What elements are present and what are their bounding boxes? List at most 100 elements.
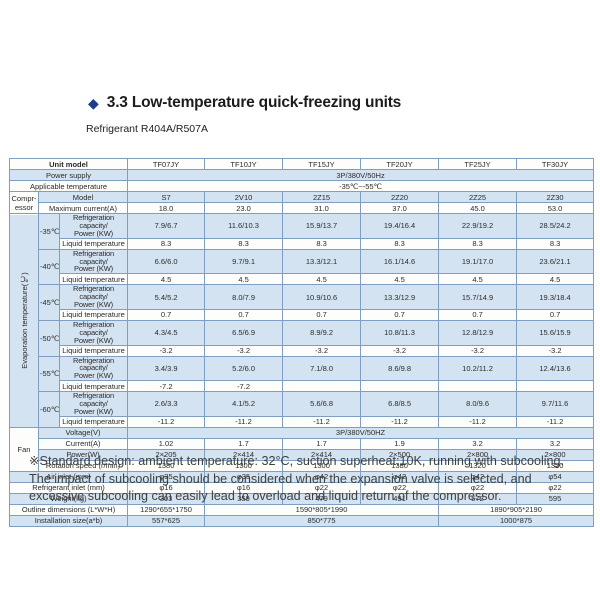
row-label: Refrigerant inlet (mm) <box>8 481 129 494</box>
table-cell: 3P/380V/50HZ <box>127 426 595 439</box>
table-cell: -3.2 <box>438 344 518 357</box>
table-cell: 19.4/16.4 <box>360 213 440 239</box>
table-cell: 4.5 <box>516 273 595 286</box>
temp-label: -40℃ <box>38 248 60 286</box>
table-cell: 8.6/9.8 <box>360 355 440 382</box>
table-cell: 5.2/6.0 <box>204 355 284 382</box>
table-cell: 5.6/6.8 <box>282 391 362 417</box>
table-cell: 15.9/13.7 <box>282 213 362 239</box>
table-row: Unit model TF07JY TF10JY TF15JY TF20JY TF25JY… <box>8 158 595 170</box>
table-cell: 13.3/12.1 <box>282 248 362 275</box>
table-cell: 2.6/3.3 <box>127 391 206 417</box>
table-row: Liquid temperature 4.5 4.5 4.5 4.5 4.5 4.5 <box>10 273 595 286</box>
table-cell: 2Z15 <box>282 191 362 203</box>
table-cell: 16.1/14.6 <box>360 248 440 275</box>
row-label: Voltage(V) <box>37 426 129 439</box>
temp-label: -60℃ <box>38 391 60 428</box>
table-cell: 13.3/12.9 <box>360 284 440 310</box>
table-row: -45℃ Refrigeration capacity/ Power (KW) 5.… <box>10 284 595 321</box>
row-label: Outline dimensions (L*W*H) <box>8 503 129 516</box>
table-cell: TF10JY <box>204 158 284 170</box>
row-label: Applicable temperature <box>8 180 129 192</box>
row-label: Refrigeration capacity/ Power (KW) <box>58 248 129 275</box>
diamond-icon: ◆ <box>88 95 99 111</box>
table-row: Liquid temperature 0.7 0.7 0.7 0.7 0.7 0.7 <box>10 308 595 321</box>
table-cell: 0.7 <box>204 308 284 321</box>
table-cell: 19.3/18.4 <box>516 284 595 310</box>
table-cell: -7.2 <box>204 380 284 393</box>
table-cell: 8.3 <box>360 237 440 250</box>
row-label: Refrigeration capacity/ Power (KW) <box>58 391 129 417</box>
table-cell: 19.1/17.0 <box>438 248 518 275</box>
table-cell: 11.6/10.3 <box>204 213 284 239</box>
table-cell: 8.3 <box>516 237 595 250</box>
row-label: Installation size(a*b) <box>8 514 129 527</box>
spec-table: Unit model TF07JY TF10JY TF15JY TF20JY TF25JY… <box>8 158 595 527</box>
table-row: Power(W) 2×205 2×414 2×414 2×500 2×800 2×800 <box>10 448 595 461</box>
row-label: Refrigeration capacity/ Power (KW) <box>58 319 129 346</box>
table-cell: -11.2 <box>204 415 284 428</box>
table-cell: TF20JY <box>360 158 440 170</box>
table-cell: 1890*905*2190 <box>438 503 595 516</box>
table-cell: 2Z30 <box>516 191 595 203</box>
table-cell: 23.0 <box>204 202 284 214</box>
table-row: Liquid temperature 8.3 8.3 8.3 8.3 8.3 8.3 <box>10 237 595 250</box>
table-cell: 4.5 <box>360 273 440 286</box>
table-cell: 8.9/9.2 <box>282 319 362 346</box>
table-cell <box>360 380 440 393</box>
table-cell: 9.7/9.1 <box>204 248 284 275</box>
table-cell: 7.1/8.0 <box>282 355 362 382</box>
table-cell: -35℃~-55℃ <box>127 180 595 192</box>
table-cell: 45.0 <box>438 202 518 214</box>
row-label: Refrigeration capacity/ Power (KW) <box>58 355 129 382</box>
table-cell: 12.8/12.9 <box>438 319 518 346</box>
row-label: Refrigeration capacity/ Power (KW) <box>58 284 129 310</box>
table-row: Applicable temperature -35℃~-55℃ <box>8 180 595 192</box>
table-cell: 850*775 <box>204 514 440 527</box>
table-cell: 1290*655*1750 <box>127 503 206 516</box>
table-cell: 5.4/5.2 <box>127 284 206 310</box>
table-cell: 1.7 <box>282 437 362 450</box>
table-row: Liquid temperature -3.2 -3.2 -3.2 -3.2 -3.2 -3… <box>10 344 595 357</box>
table-cell: -11.2 <box>360 415 440 428</box>
table-cell: 3P/380V/50Hz <box>127 169 595 181</box>
refrigerant-subtitle: Refrigerant R404A/R507A <box>86 123 208 135</box>
table-row: Liquid temperature -7.2 -7.2 <box>10 380 595 393</box>
table-row: Weight(kg) 303 359 479 491 572 595 <box>8 492 595 505</box>
table-cell: 9.7/11.6 <box>516 391 595 417</box>
table-cell: -3.2 <box>360 344 440 357</box>
table-cell: 0.7 <box>127 308 206 321</box>
table-cell: 0.7 <box>438 308 518 321</box>
table-cell: -11.2 <box>516 415 595 428</box>
compressor-group-label: Compr- essor <box>9 191 39 214</box>
table-cell: -11.2 <box>438 415 518 428</box>
table-row: Compr- essor Model S7 2V10 2Z15 2Z20 2Z25 2Z30 <box>9 191 595 214</box>
temp-label: -55℃ <box>38 355 60 393</box>
table-cell: 2V10 <box>204 191 284 203</box>
temp-label: -35℃ <box>38 213 60 250</box>
table-cell: 4.5 <box>204 273 284 286</box>
table-cell: 53.0 <box>516 202 595 214</box>
table-cell: 7.9/6.7 <box>127 213 206 239</box>
table-cell <box>282 380 362 393</box>
table-cell: -3.2 <box>127 344 206 357</box>
table-cell: 8.3 <box>438 237 518 250</box>
standard-design-note: ※Standard design: ambient temperature: 3… <box>29 454 565 504</box>
table-cell: -3.2 <box>282 344 362 357</box>
row-label: Power supply <box>8 169 129 181</box>
table-cell: -3.2 <box>204 344 284 357</box>
table-cell: 15.6/15.9 <box>516 319 595 346</box>
table-row: Fan Voltage(V) 3P/380V/50HZ <box>9 426 595 472</box>
table-cell: 2×800 <box>438 448 518 461</box>
section-title: ◆ 3.3 Low-temperature quick-freezing uni… <box>88 94 401 112</box>
table-cell: 1000*875 <box>438 514 595 527</box>
table-row: Liquid temperature -11.2 -11.2 -11.2 -11.2 -1… <box>10 415 595 428</box>
table-row: -55℃ Refrigeration capacity/ Power (KW) 3.… <box>10 355 595 393</box>
table-cell: 28.5/24.2 <box>516 213 595 239</box>
table-cell: -7.2 <box>127 380 206 393</box>
table-row: Outline dimensions (L*W*H) 1290*655*1750 1… <box>8 503 595 516</box>
table-cell: 6.8/8.5 <box>360 391 440 417</box>
table-row: -50℃ Refrigeration capacity/ Power (KW) 4.… <box>10 319 595 357</box>
table-cell: 18.0 <box>127 202 206 214</box>
